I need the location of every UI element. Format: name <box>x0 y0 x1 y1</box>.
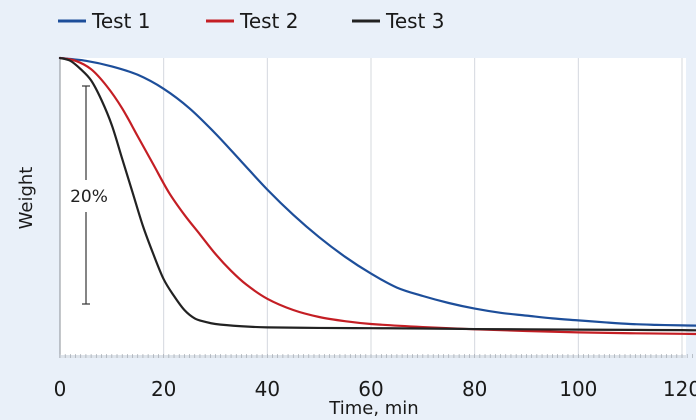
x-tick-label-100: 100 <box>559 377 597 401</box>
series-line-test-1 <box>58 56 696 327</box>
series-line-test-3 <box>58 56 696 332</box>
scale-bar: 20% <box>70 85 108 305</box>
x-tick-label-120: 120 <box>663 377 696 401</box>
minor-ticks <box>59 354 693 358</box>
grid <box>59 58 683 358</box>
legend-label: Test 1 <box>91 9 150 33</box>
x-tick-label-0: 0 <box>54 377 67 401</box>
x-tick-label-20: 20 <box>151 377 176 401</box>
legend-item-test-1: Test 1 <box>58 9 150 33</box>
legend-label: Test 2 <box>239 9 298 33</box>
plot-background <box>60 58 686 358</box>
legend-item-test-3: Test 3 <box>352 9 444 33</box>
x-tick-label-60: 60 <box>358 377 383 401</box>
x-tick-label-40: 40 <box>255 377 280 401</box>
x-axis-label: Time, min <box>328 398 418 419</box>
scale-bar-label: 20% <box>70 187 108 207</box>
y-axis-label: Weight <box>16 167 37 230</box>
x-tick-labels: 0 20 40 60 80 100 120 <box>54 377 696 401</box>
legend-label: Test 3 <box>385 9 444 33</box>
plot-area: 20% <box>58 56 696 358</box>
legend: Test 1 Test 2 Test 3 <box>58 9 444 33</box>
minor-tick-strip <box>60 355 686 358</box>
legend-item-test-2: Test 2 <box>206 9 298 33</box>
series-line-test-2 <box>58 56 696 336</box>
x-tick-label-80: 80 <box>462 377 487 401</box>
series-group <box>58 56 696 336</box>
